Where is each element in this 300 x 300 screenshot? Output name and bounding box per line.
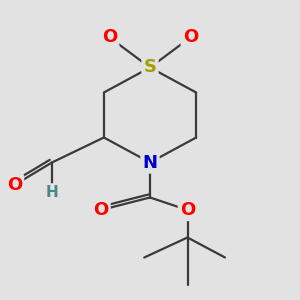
Text: H: H — [46, 185, 58, 200]
Text: O: O — [102, 28, 117, 46]
Text: S: S — [143, 58, 157, 76]
Text: O: O — [180, 201, 195, 219]
Text: O: O — [183, 28, 198, 46]
Text: O: O — [7, 176, 22, 194]
Text: N: N — [142, 154, 158, 172]
Text: O: O — [93, 201, 109, 219]
